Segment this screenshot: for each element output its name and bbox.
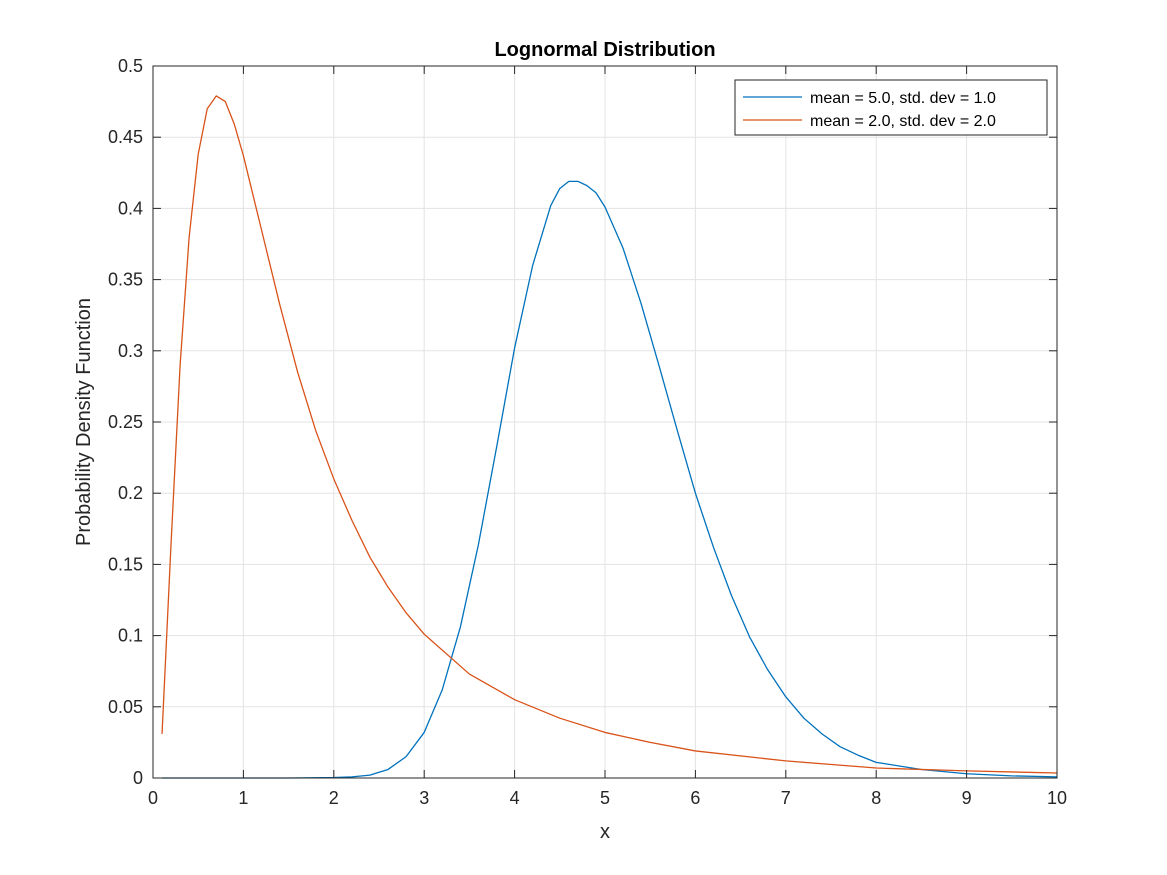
series-line-1 [162, 180, 1058, 779]
series-line-2 [161, 95, 1058, 774]
x-tick-label: 1 [238, 788, 248, 808]
x-tick-label: 4 [510, 788, 520, 808]
x-axis-label: x [600, 821, 610, 843]
y-tick-label: 0.45 [108, 127, 143, 147]
y-tick-label: 0.15 [108, 554, 143, 574]
x-tick-label: 6 [690, 788, 700, 808]
x-tick-label: 10 [1047, 788, 1067, 808]
y-tick-label: 0.4 [118, 198, 143, 218]
x-tick-label: 2 [329, 788, 339, 808]
y-tick-label: 0.05 [108, 697, 143, 717]
x-tick-labels: 0 1 2 3 4 5 6 7 8 9 10 [148, 788, 1067, 808]
legend-box [734, 79, 1048, 136]
y-tick-label: 0.1 [118, 626, 143, 646]
x-tick-label: 5 [600, 788, 610, 808]
y-tick-labels: 0 0.05 0.1 0.15 0.2 0.25 0.3 0.35 0.4 0.45 0.5 [108, 56, 143, 788]
x-tick-label: 0 [148, 788, 158, 808]
y-axis-label: Probability Density Function [73, 298, 95, 546]
series-group [161, 95, 1058, 779]
y-tick-label: 0 [133, 768, 143, 788]
tick-marks [152, 65, 1058, 779]
y-tick-label: 0.35 [108, 270, 143, 290]
x-tick-label: 3 [419, 788, 429, 808]
y-tick-label: 0.2 [118, 483, 143, 503]
x-tick-label: 8 [871, 788, 881, 808]
legend-entry-series-2: mean = 2.0, std. dev = 2.0 [810, 113, 996, 130]
y-tick-label: 0.3 [118, 341, 143, 361]
x-tick-label: 9 [962, 788, 972, 808]
y-tick-label: 0.25 [108, 412, 143, 432]
legend: mean = 5.0, std. dev = 1.0 mean = 2.0, s… [734, 79, 1048, 136]
y-tick-label: 0.5 [118, 56, 143, 76]
legend-entry-series-1: mean = 5.0, std. dev = 1.0 [810, 90, 996, 107]
x-tick-label: 7 [781, 788, 791, 808]
chart-title: Lognormal Distribution [494, 39, 715, 61]
